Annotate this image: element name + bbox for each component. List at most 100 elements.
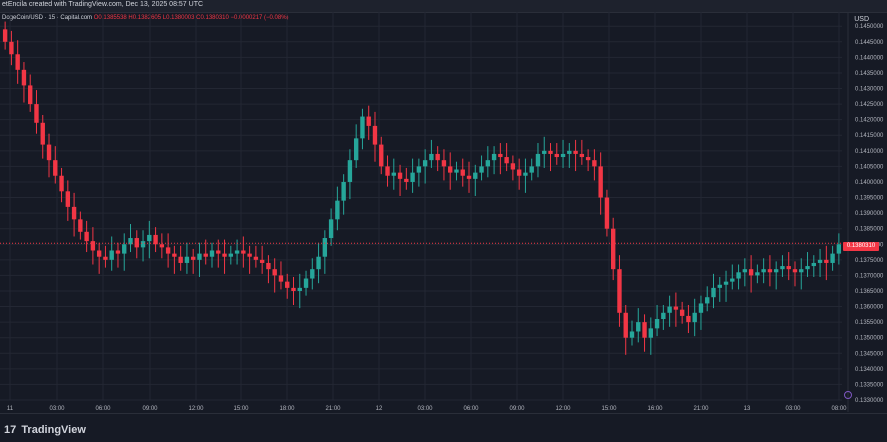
candle-body <box>165 247 171 254</box>
candle-body <box>90 241 96 251</box>
candle-body <box>548 150 553 154</box>
candle-body <box>278 275 284 282</box>
candle-body <box>397 172 403 179</box>
candle-body <box>335 200 340 220</box>
credit-text: etEncila created with TradingView.com, D… <box>2 1 204 8</box>
candle-body <box>510 163 516 170</box>
candle-body <box>799 269 804 273</box>
candle-body <box>598 166 603 198</box>
candle-body <box>648 328 653 338</box>
candle-body <box>636 322 641 332</box>
candle-body <box>347 160 353 182</box>
candle-body <box>617 269 622 313</box>
y-tick-label: 0.1330000 <box>855 398 884 404</box>
candle-body <box>504 157 509 164</box>
candle-body <box>372 125 378 145</box>
x-tick-label: 03:00 <box>417 406 433 412</box>
y-tick-label: 0.1395000 <box>855 196 884 202</box>
tradingview-logo[interactable]: 17 TradingView <box>4 424 86 436</box>
candle-body <box>322 238 328 257</box>
candle-body <box>523 172 528 176</box>
symbol-legend[interactable]: DogeCoin/USD · 15 · Capital.com O0.13855… <box>2 15 289 21</box>
x-tick-label: 16:00 <box>647 406 663 412</box>
candle-body <box>228 253 233 257</box>
candle-body <box>272 269 277 276</box>
candle-body <box>661 312 666 320</box>
candle-body <box>9 41 14 55</box>
candle-body <box>466 175 472 179</box>
candle-body <box>554 153 559 158</box>
candle-body <box>805 266 810 270</box>
candle-body <box>134 238 139 248</box>
candle-body <box>629 331 635 338</box>
candle-body <box>604 197 610 229</box>
candle-body <box>65 191 71 207</box>
candle-body <box>792 269 798 273</box>
x-tick-label: 15:00 <box>233 406 249 412</box>
y-tick-label: 0.1360000 <box>855 305 884 311</box>
ohlc-values: O0.1385538 H0.1382605 L0.1380003 C0.1380… <box>93 15 289 21</box>
candle-body <box>491 153 497 161</box>
candle-body <box>115 250 121 254</box>
candle-body <box>34 104 39 123</box>
candle-body <box>59 175 64 192</box>
candle-body <box>516 169 522 176</box>
candle-body <box>623 312 628 338</box>
candle-body <box>573 150 578 154</box>
candle-body <box>698 303 704 313</box>
candle-body <box>717 284 722 288</box>
candle-body <box>353 138 359 161</box>
candle-body <box>328 219 334 239</box>
candle-body <box>216 250 221 254</box>
candle-body <box>679 309 685 316</box>
candle-body <box>303 278 309 288</box>
y-tick-label: 0.1430000 <box>855 87 884 93</box>
candle-body <box>642 322 647 338</box>
candle-body <box>780 266 785 270</box>
candle-body <box>585 157 591 161</box>
candle-body <box>40 122 45 145</box>
candle-body <box>21 69 27 86</box>
settings-icon[interactable] <box>844 391 852 399</box>
y-tick-label: 0.1445000 <box>855 40 884 46</box>
candle-body <box>128 238 133 245</box>
candle-body <box>2 29 8 42</box>
candle-body <box>84 231 89 242</box>
candle-body <box>498 153 503 158</box>
y-tick-label: 0.1340000 <box>855 367 884 373</box>
candle-body <box>234 250 240 254</box>
currency-label[interactable]: USD <box>854 16 869 23</box>
candle-body <box>611 228 616 270</box>
candle-body <box>567 150 572 154</box>
x-tick-label: 03:00 <box>49 406 65 412</box>
candle-body <box>542 150 547 154</box>
candle-body <box>817 259 823 263</box>
candle-body <box>485 160 491 167</box>
candle-body <box>673 306 679 310</box>
x-tick-label: 03:00 <box>785 406 801 412</box>
candle-body <box>773 269 779 273</box>
y-tick-label: 0.1335000 <box>855 382 884 388</box>
footer: 17 TradingView <box>0 413 887 442</box>
candle-body <box>253 256 259 260</box>
y-tick-label: 0.1450000 <box>855 24 884 30</box>
price-chart[interactable]: 0.1450000 0.1445000 0.1440000 0.1435000 0.14… <box>0 12 887 412</box>
candle-body <box>78 219 83 232</box>
candle-body <box>310 269 315 279</box>
y-tick-label: 0.1440000 <box>855 55 884 61</box>
symbol-name[interactable]: DogeCoin/USD · 15 · Capital.com <box>2 15 93 21</box>
candle-body <box>705 297 710 304</box>
candle-body <box>435 153 440 161</box>
candle-body <box>711 287 716 298</box>
candle-body <box>241 250 246 254</box>
x-tick-label: 06:00 <box>95 406 111 412</box>
candle-body <box>416 166 422 173</box>
candle-body <box>786 266 791 270</box>
y-tick-label: 0.1410000 <box>855 149 884 155</box>
x-tick-label: 21:00 <box>325 406 341 412</box>
candle-body <box>247 253 252 257</box>
y-tick-label: 0.1425000 <box>855 102 884 108</box>
candle-body <box>761 269 766 273</box>
candle-body <box>316 256 321 270</box>
candle-body <box>654 319 660 329</box>
